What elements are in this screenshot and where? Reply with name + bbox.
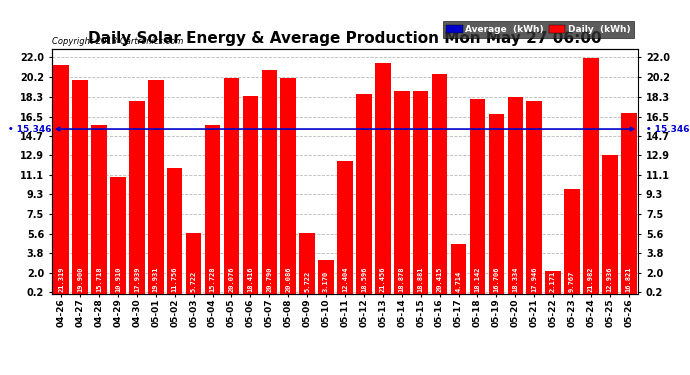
- Text: 19.900: 19.900: [77, 266, 83, 292]
- Text: 21.456: 21.456: [380, 266, 386, 292]
- Bar: [583, 57, 599, 294]
- Text: 20.790: 20.790: [266, 266, 273, 292]
- Text: 21.982: 21.982: [588, 266, 594, 292]
- Text: 3.170: 3.170: [323, 270, 329, 292]
- Bar: [148, 80, 164, 294]
- Text: 9.767: 9.767: [569, 270, 575, 292]
- Text: 20.086: 20.086: [285, 266, 291, 292]
- Bar: [489, 114, 504, 294]
- Text: Copyright 2013 Cartronics.com: Copyright 2013 Cartronics.com: [52, 37, 184, 46]
- Bar: [53, 65, 69, 294]
- Bar: [413, 91, 428, 294]
- Bar: [432, 75, 447, 294]
- Bar: [318, 260, 334, 294]
- Bar: [375, 63, 391, 294]
- Bar: [394, 91, 409, 294]
- Text: 18.142: 18.142: [475, 266, 480, 292]
- Bar: [545, 271, 561, 294]
- Bar: [470, 99, 485, 294]
- Bar: [564, 189, 580, 294]
- Bar: [262, 70, 277, 294]
- Text: 17.939: 17.939: [134, 266, 140, 292]
- Bar: [72, 80, 88, 294]
- Bar: [451, 244, 466, 294]
- Bar: [91, 125, 107, 294]
- Bar: [110, 177, 126, 294]
- Text: • 15.346: • 15.346: [8, 124, 51, 134]
- Bar: [243, 96, 258, 294]
- Bar: [621, 113, 637, 294]
- Text: 5.722: 5.722: [304, 270, 310, 292]
- Text: 12.404: 12.404: [342, 266, 348, 292]
- Text: 21.319: 21.319: [58, 266, 64, 292]
- Text: 20.415: 20.415: [437, 266, 442, 292]
- Text: 5.722: 5.722: [190, 270, 197, 292]
- Text: 4.714: 4.714: [455, 270, 462, 292]
- Text: 18.416: 18.416: [248, 266, 253, 292]
- Text: 11.756: 11.756: [172, 266, 178, 292]
- Text: 2.171: 2.171: [550, 270, 556, 292]
- Bar: [129, 101, 145, 294]
- Text: 18.881: 18.881: [417, 266, 424, 292]
- Text: 16.706: 16.706: [493, 266, 500, 292]
- Text: 18.334: 18.334: [512, 266, 518, 292]
- Text: 20.076: 20.076: [228, 266, 235, 292]
- Legend: Average  (kWh), Daily  (kWh): Average (kWh), Daily (kWh): [443, 21, 633, 38]
- Text: 18.878: 18.878: [399, 266, 405, 292]
- Text: 17.946: 17.946: [531, 266, 538, 292]
- Text: 19.931: 19.931: [152, 266, 159, 292]
- Bar: [508, 97, 523, 294]
- Bar: [602, 155, 618, 294]
- Bar: [299, 233, 315, 294]
- Bar: [167, 168, 182, 294]
- Bar: [356, 94, 372, 294]
- Text: 10.910: 10.910: [115, 266, 121, 292]
- Bar: [224, 78, 239, 294]
- Bar: [526, 101, 542, 294]
- Text: 18.596: 18.596: [361, 266, 367, 292]
- Bar: [186, 233, 201, 294]
- Text: 12.936: 12.936: [607, 266, 613, 292]
- Title: Daily Solar Energy & Average Production Mon May 27 06:00: Daily Solar Energy & Average Production …: [88, 31, 602, 46]
- Text: 16.821: 16.821: [626, 266, 632, 292]
- Bar: [280, 78, 296, 294]
- Text: 15.718: 15.718: [96, 266, 102, 292]
- Text: • 15.346: • 15.346: [646, 124, 689, 134]
- Bar: [205, 125, 220, 294]
- Bar: [337, 161, 353, 294]
- Text: 15.728: 15.728: [210, 266, 215, 292]
